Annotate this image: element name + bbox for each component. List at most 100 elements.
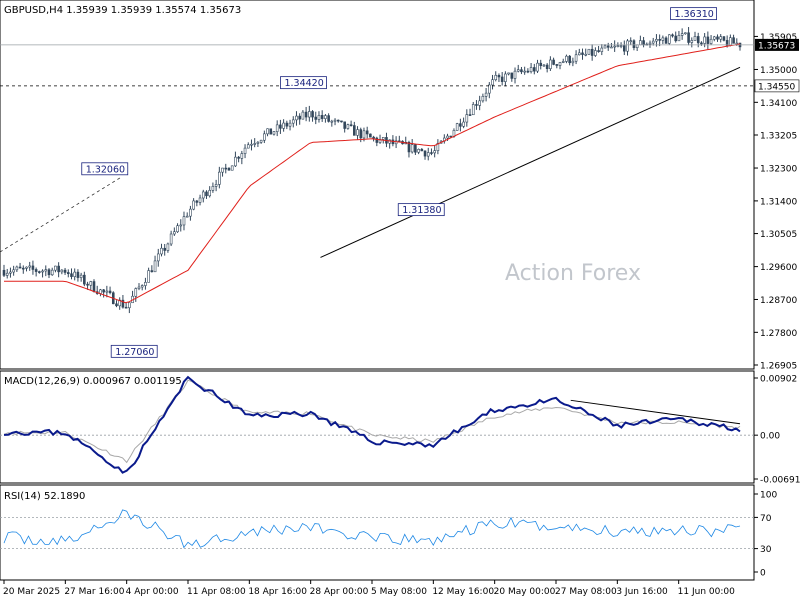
candle-body (693, 36, 697, 41)
candle-body (259, 139, 263, 143)
candle-body (269, 128, 273, 135)
price-tick-label: 1.26905 (760, 362, 797, 372)
macd-trendline (570, 399, 741, 425)
candle-body (680, 33, 684, 36)
price-candles (2, 27, 742, 314)
candle-body (314, 116, 318, 120)
candle-body (594, 50, 597, 56)
candle-body (195, 200, 199, 203)
overlays: 1.32060 1.27060 1.34420 1.31380 1.36310 (0, 7, 754, 358)
candle-body (31, 265, 35, 270)
rsi-lines (0, 509, 754, 549)
candle-body (581, 52, 584, 55)
candle-body (279, 124, 282, 129)
candle-body (700, 42, 703, 45)
candle-body (92, 281, 96, 292)
candle-body (169, 233, 173, 245)
candle-body (684, 32, 687, 35)
candle-body (539, 62, 543, 66)
candle-body (677, 35, 681, 42)
candle-body (324, 115, 327, 119)
candle-body (47, 269, 51, 276)
candle-body (642, 40, 645, 46)
candle-body (600, 47, 604, 52)
candle-body (73, 271, 77, 277)
candle-body (298, 115, 301, 120)
rsi-tick-label: 100 (760, 491, 777, 501)
candle-body (340, 120, 343, 123)
candle-body (147, 270, 150, 283)
candle-body (243, 147, 247, 154)
time-tick-label: 3 Jun 16:00 (616, 587, 668, 597)
candle-body (648, 42, 652, 45)
candle-body (516, 69, 520, 72)
candle-body (722, 36, 726, 41)
candle-body (526, 70, 530, 73)
candle-body (227, 167, 231, 171)
candle-body (619, 45, 623, 47)
price-tick-label: 1.28700 (760, 296, 797, 306)
candle-body (336, 119, 340, 122)
candle-body (295, 115, 298, 121)
price-tick-label: 1.31400 (760, 197, 797, 207)
chart-title: GBPUSD,H4 1.35939 1.35939 1.35574 1.3567… (4, 5, 241, 16)
price-annotation-label: 1.32060 (86, 164, 125, 175)
candle-body (529, 67, 533, 73)
candle-body (121, 299, 125, 308)
candle-body (629, 40, 633, 42)
candle-body (639, 40, 642, 46)
candle-body (349, 124, 353, 127)
candle-body (137, 286, 141, 289)
support-price-label: 1.34550 (758, 82, 795, 92)
time-tick-label: 12 May 16:00 (432, 587, 494, 597)
price-annotation-box (81, 162, 129, 176)
candle-body (263, 133, 266, 141)
price-tick-label: 1.27800 (760, 329, 797, 339)
price-annotation-label: 1.31380 (402, 205, 441, 216)
candle-body (365, 130, 369, 135)
candle-body (60, 269, 64, 273)
candle-body (28, 265, 32, 268)
current-price-label: 1.35673 (758, 41, 795, 51)
candle-body (50, 269, 54, 276)
price-annotation-box (280, 76, 327, 90)
candle-body (301, 111, 305, 120)
candle-body (176, 225, 179, 233)
candle-body (459, 123, 462, 127)
candle-body (436, 142, 440, 151)
candle-body (658, 39, 661, 41)
candle-body (388, 139, 391, 144)
candle-body (478, 100, 481, 106)
candle-body (70, 273, 73, 277)
candle-body (549, 59, 552, 69)
candle-body (317, 115, 321, 120)
candle-body (144, 282, 147, 286)
candle-body (504, 73, 507, 82)
candle-body (426, 152, 430, 157)
candle-body (446, 135, 449, 139)
rsi-panel: RSI(14) 52.1890 100 70 30 0 (0, 484, 777, 581)
candle-body (369, 133, 372, 138)
candle-body (173, 231, 176, 235)
candle-body (224, 167, 228, 170)
candle-body (475, 104, 478, 106)
candle-body (484, 92, 488, 97)
candle-body (240, 153, 244, 159)
candle-body (25, 266, 28, 269)
candle-body (250, 143, 253, 146)
candle-body (523, 70, 526, 73)
candle-body (584, 53, 588, 56)
candle-body (266, 128, 269, 135)
price-annotation-box (397, 203, 445, 217)
price-tick-label: 1.30505 (760, 230, 797, 240)
rsi-tick-label: 30 (760, 545, 772, 555)
candle-body (304, 111, 308, 118)
candle-body (320, 115, 324, 119)
candle-body (626, 40, 629, 52)
candle-body (79, 274, 83, 278)
candle-body (182, 216, 186, 226)
candle-body (561, 61, 565, 63)
candle-body (533, 67, 536, 72)
candle-body (606, 45, 610, 48)
time-tick-label: 20 May 00:00 (494, 587, 556, 597)
